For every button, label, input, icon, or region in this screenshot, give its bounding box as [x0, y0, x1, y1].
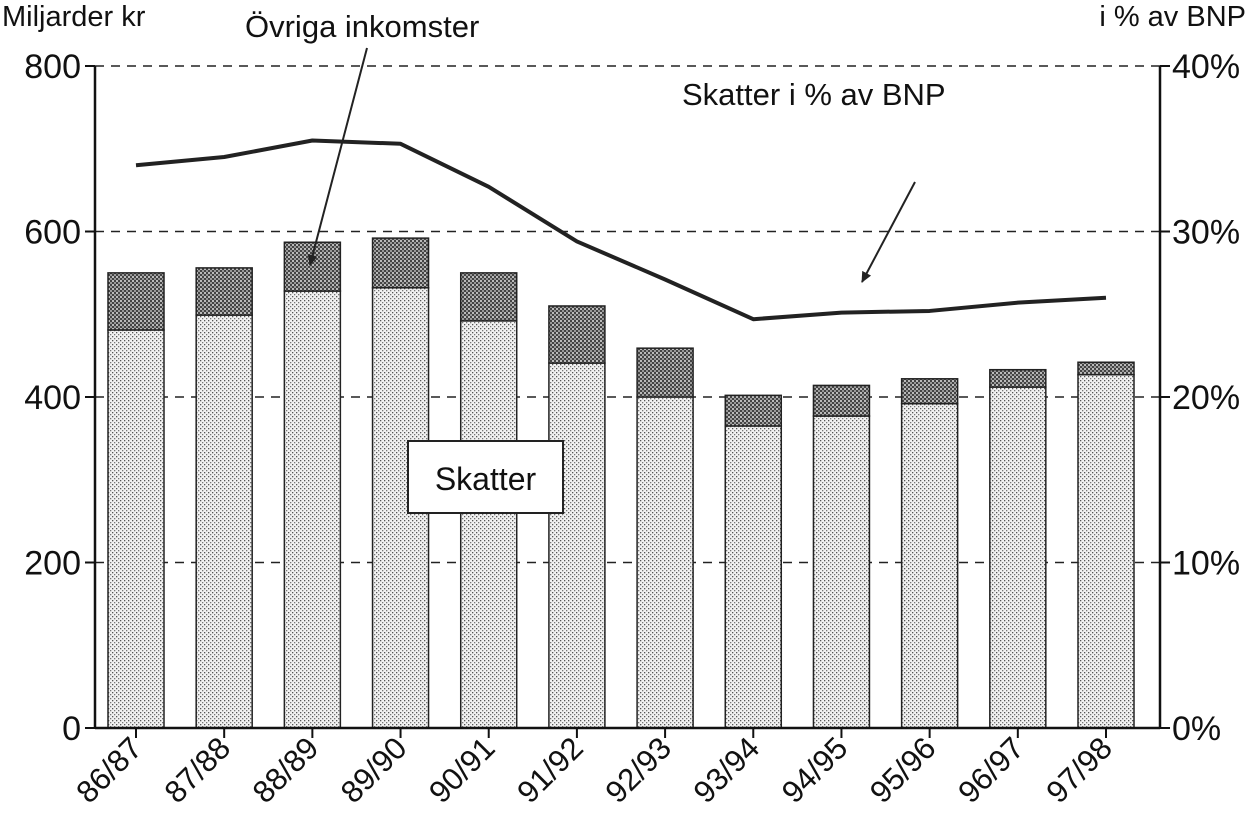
bar-skatter: [195, 314, 253, 729]
y-tick-label-right: 30%: [1172, 214, 1240, 252]
bar-skatter: [724, 425, 783, 729]
bar-skatter: [459, 320, 518, 729]
bar-ovriga-inkomster: [459, 272, 518, 322]
bar-skatter: [989, 386, 1047, 729]
line-series: [135, 138, 1107, 322]
y-axis-right-title: i % av BNP: [1099, 1, 1246, 33]
bar-ovriga-inkomster: [371, 237, 430, 289]
bar-ovriga-inkomster: [636, 347, 694, 398]
bar-skatter: [1077, 373, 1135, 729]
axes: [85, 65, 1170, 738]
bars: [107, 237, 1135, 729]
bar-skatter: [548, 362, 606, 729]
bar-skatter: [636, 396, 694, 729]
skatter-label-box: [407, 440, 564, 514]
x-tick-label: 89/90: [334, 730, 414, 810]
bar-ovriga-inkomster: [548, 305, 606, 364]
bar-ovriga-inkomster: [900, 378, 959, 405]
bar-skatter: [812, 415, 871, 729]
bar-skatter: [900, 402, 959, 729]
annotation-arrow-ovriga: [307, 47, 368, 266]
skatter-label: Skatter: [435, 461, 537, 497]
x-tick-label: 96/97: [951, 730, 1031, 810]
gridlines: [95, 65, 1160, 564]
bar-ovriga-inkomster: [283, 241, 342, 292]
x-tick-label: 87/88: [158, 730, 238, 810]
x-tick-label: 91/92: [510, 730, 590, 810]
annotation-skatter-bnp: Skatter i % av BNP: [682, 77, 946, 112]
x-tick-label: 97/98: [1039, 730, 1119, 810]
line-skatter-bnp: [135, 138, 1107, 322]
bar-ovriga-inkomster: [812, 384, 871, 417]
y-tick-label-left: 0: [62, 710, 81, 748]
y-tick-label-left: 200: [24, 545, 81, 583]
y-tick-label-right: 10%: [1172, 545, 1240, 583]
x-tick-label: 90/91: [422, 730, 502, 810]
annotation-ovriga-inkomster: Övriga inkomster: [245, 9, 479, 44]
y-tick-label-right: 40%: [1172, 48, 1240, 86]
x-tick-label: 92/93: [598, 730, 678, 810]
x-tick-label: 95/96: [863, 730, 943, 810]
bar-skatter: [283, 290, 342, 729]
bar-ovriga-inkomster: [107, 272, 165, 331]
bar-ovriga-inkomster: [195, 267, 253, 316]
y-axis-left-title: Miljarder kr: [2, 1, 146, 33]
x-tick-label: 94/95: [775, 730, 855, 810]
y-tick-label-right: 0%: [1172, 710, 1221, 748]
x-tick-label: 88/89: [246, 730, 326, 810]
annotation-arrow-line: [861, 181, 916, 283]
y-tick-label-left: 600: [24, 214, 81, 252]
x-tick-label: 93/94: [687, 730, 767, 810]
bar-ovriga-inkomster: [989, 368, 1047, 388]
bar-ovriga-inkomster: [1077, 361, 1135, 376]
bar-ovriga-inkomster: [724, 394, 783, 427]
x-tick-label: 86/87: [69, 730, 149, 810]
y-tick-label-right: 20%: [1172, 379, 1240, 417]
y-tick-label-left: 400: [24, 379, 81, 417]
y-tick-label-left: 800: [24, 48, 81, 86]
bar-skatter: [107, 329, 165, 729]
